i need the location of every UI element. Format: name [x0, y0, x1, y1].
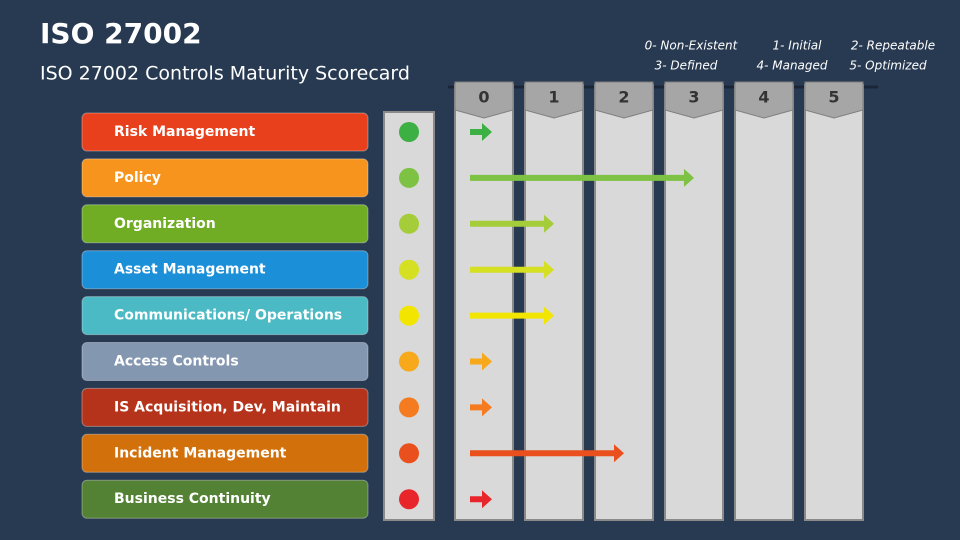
- level-tab: [524, 81, 584, 119]
- maturity-arrow: [470, 123, 492, 141]
- category-box: [81, 296, 369, 336]
- legend-text: 1- Initial: [773, 39, 823, 53]
- category-box: [81, 433, 369, 473]
- category-box: [81, 250, 369, 290]
- category-label: Organization: [114, 216, 216, 232]
- category-label: Asset Management: [114, 262, 266, 278]
- maturity-arrow: [470, 352, 492, 371]
- level-tab: [804, 81, 864, 119]
- maturity-arrow: [470, 490, 492, 509]
- category-label: Business Continuity: [114, 491, 271, 507]
- status-dot: [399, 259, 419, 280]
- maturity-arrow: [470, 444, 624, 463]
- level-label: 5: [828, 88, 839, 107]
- level-label: 4: [758, 88, 769, 107]
- status-dot: [399, 443, 419, 464]
- status-dot: [399, 351, 419, 372]
- level-column: [804, 84, 864, 521]
- category-label: IS Acquisition, Dev, Maintain: [114, 399, 341, 415]
- category-box: [81, 204, 369, 244]
- category-box: [81, 342, 369, 381]
- maturity-arrow: [470, 306, 554, 325]
- legend-text: 2- Repeatable: [851, 39, 935, 53]
- legend-text: 3- Defined: [655, 59, 718, 73]
- maturity-arrow: [470, 214, 554, 233]
- level-label: 3: [688, 88, 699, 107]
- status-dot: [399, 213, 419, 234]
- category-box: [81, 479, 369, 519]
- category-label: Communications/ Operations: [114, 308, 342, 324]
- maturity-arrow: [470, 260, 554, 279]
- legend-text: 4- Managed: [756, 59, 827, 73]
- maturity-arrow: [470, 168, 694, 187]
- level-column: [734, 84, 794, 521]
- level-label: 2: [618, 88, 629, 107]
- level-label: 1: [548, 88, 559, 107]
- level-tab: [594, 81, 654, 119]
- category-label: Risk Management: [114, 124, 255, 140]
- level-column: [454, 84, 514, 521]
- status-dot: [399, 167, 419, 188]
- category-box: [81, 387, 369, 427]
- level-label: 0: [478, 88, 489, 107]
- level-tab: [454, 81, 514, 119]
- level-tab: [734, 81, 794, 119]
- status-dot: [399, 122, 419, 142]
- status-dot: [399, 397, 419, 418]
- category-label: Incident Management: [114, 445, 287, 461]
- legend-text: 0- Non-Existent: [645, 39, 739, 53]
- status-dot: [399, 305, 419, 326]
- legend-text: 5- Optimized: [849, 59, 927, 73]
- category-box: [81, 158, 369, 198]
- maturity-arrow: [470, 398, 492, 417]
- level-tab: [664, 81, 724, 119]
- level-column: [524, 84, 584, 521]
- category-box: [81, 112, 369, 152]
- title: ISO 27002: [40, 17, 202, 50]
- status-dot: [399, 489, 419, 510]
- category-label: Policy: [114, 170, 161, 186]
- category-label: Access Controls: [114, 354, 239, 370]
- level-column: [664, 84, 724, 521]
- subtitle: ISO 27002 Controls Maturity Scorecard: [40, 63, 410, 85]
